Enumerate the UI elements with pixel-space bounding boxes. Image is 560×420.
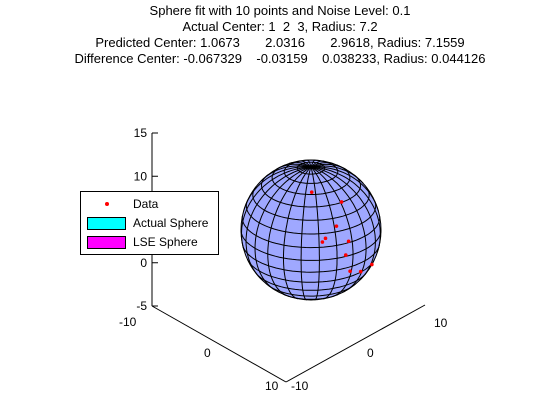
legend-entry-data: Data	[81, 196, 218, 214]
z-tick-label-4: 10	[134, 169, 148, 183]
z-tick-label-1: -5	[136, 299, 147, 313]
sphere-latitude-9	[242, 244, 380, 273]
sphere-longitude-2	[310, 165, 364, 184]
y-axis-line	[285, 304, 426, 383]
data-point-2	[339, 200, 344, 204]
sphere-longitude-3	[310, 163, 347, 171]
sphere-latitude-8	[240, 229, 382, 261]
data-point-9	[346, 239, 351, 244]
legend-label-data: Data	[133, 197, 159, 211]
sphere-longitude-8	[298, 160, 312, 168]
legend-entry-lse-sphere: LSE Sphere	[81, 234, 218, 252]
z-tick-label-5: 15	[134, 126, 148, 140]
sphere-longitude-10	[275, 163, 312, 170]
legend-marker-data	[105, 202, 109, 206]
y-tick-label-1: 10	[434, 316, 448, 330]
sphere-longitude-6	[310, 159, 316, 168]
sphere-longitude-18	[300, 166, 312, 301]
sphere-latitude-11	[255, 272, 367, 291]
sphere-longitude-16	[267, 166, 312, 297]
sphere-latitude-12	[267, 283, 356, 297]
sphere-longitude-17	[283, 166, 312, 300]
data-point-1	[309, 190, 314, 194]
sphere-longitude-14	[245, 166, 312, 280]
sphere-surface	[240, 159, 382, 301]
sphere-longitude-13	[240, 166, 312, 250]
legend-swatch-lse-sphere	[87, 236, 126, 249]
data-point-7	[348, 269, 352, 273]
data-point-3	[334, 224, 339, 228]
title-line-4: Difference Center: -0.067329 -0.03159 0.…	[74, 51, 486, 66]
data-point-4	[323, 236, 328, 241]
data-point-5	[320, 240, 325, 244]
sphere-longitude-12	[243, 166, 312, 211]
sphere-longitude-5	[310, 160, 325, 168]
sphere-longitude-19	[310, 166, 320, 301]
sphere-longitude-20	[310, 166, 338, 300]
sphere-longitude-21	[310, 166, 354, 298]
data-point-8	[370, 262, 374, 267]
x-tick-label-2: 0	[204, 346, 211, 360]
legend-label-actual-sphere: Actual Sphere	[133, 216, 209, 230]
sphere-longitude-4	[310, 162, 334, 168]
data-points	[309, 190, 374, 274]
legend-entry-actual-sphere: Actual Sphere	[81, 215, 218, 233]
data-point-6	[343, 253, 348, 257]
sphere-longitude-22	[310, 166, 367, 293]
x-tick-label-1: -10	[119, 315, 137, 329]
sphere-longitude-24	[310, 166, 381, 253]
title-line-3: Predicted Center: 1.0673 2.0316 2.9618, …	[95, 35, 465, 50]
sphere-longitude-9	[289, 161, 312, 168]
sphere-longitude-11	[260, 165, 312, 182]
z-tick-label-2: 0	[140, 256, 147, 270]
x-axis-line	[151, 305, 287, 383]
sphere-longitude-7	[307, 159, 312, 168]
data-point-10	[358, 269, 363, 274]
sphere-longitude-23	[310, 166, 376, 280]
sphere-longitude-1	[310, 166, 379, 212]
x-tick-label-3: 10	[265, 379, 279, 393]
sphere-longitude-15	[254, 166, 312, 291]
y-tick-label-2: 0	[367, 346, 374, 360]
legend: Data Actual Sphere LSE Sphere	[80, 191, 219, 255]
title-line-2: Actual Center: 1 2 3, Radius: 7.2	[182, 19, 378, 34]
y-tick-label-3: -10	[291, 379, 309, 393]
legend-swatch-actual-sphere	[87, 217, 126, 230]
title-line-1: Sphere fit with 10 points and Noise Leve…	[149, 3, 411, 18]
sphere-latitude-13	[282, 293, 339, 300]
legend-label-lse-sphere: LSE Sphere	[133, 235, 198, 249]
sphere-latitude-7	[241, 215, 381, 249]
